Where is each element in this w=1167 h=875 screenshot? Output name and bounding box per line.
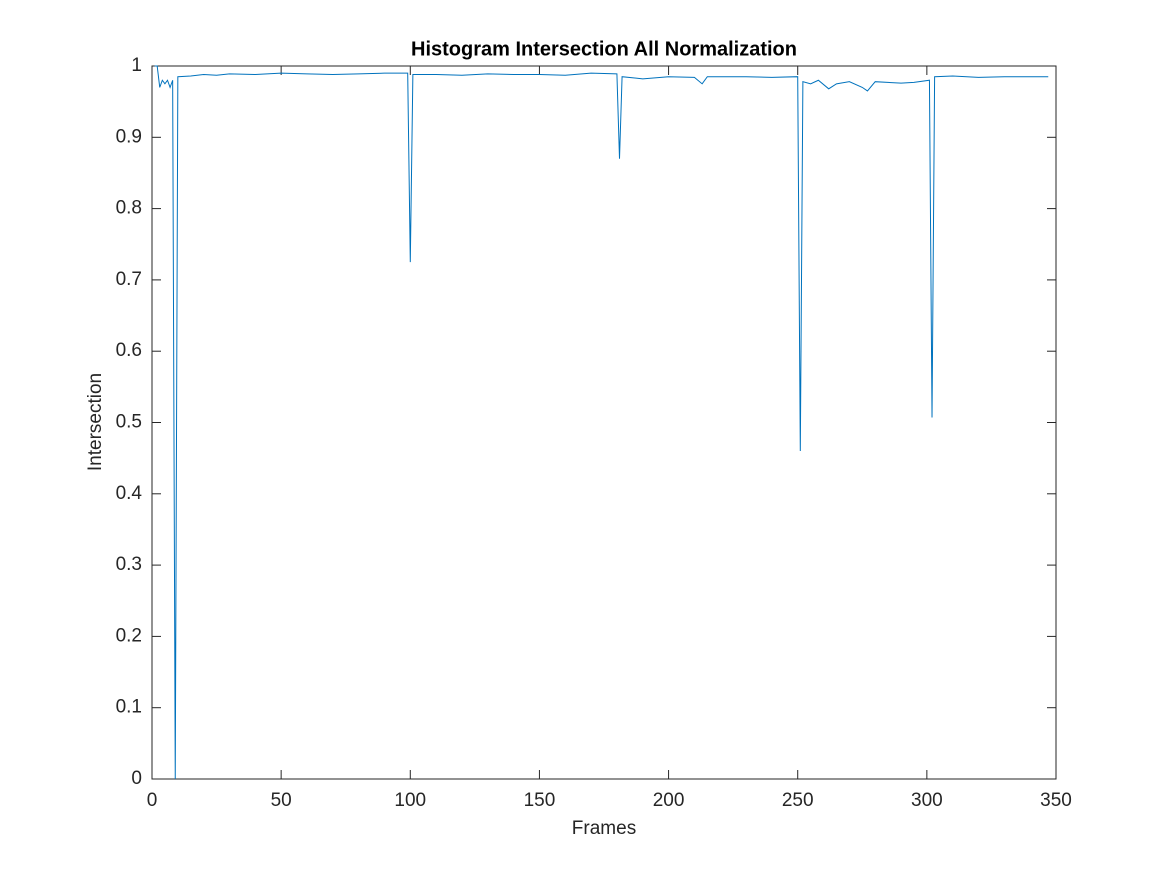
y-tick-label: 0 xyxy=(131,768,142,789)
y-tick-label: 0.2 xyxy=(116,625,142,646)
y-tick-label: 0.3 xyxy=(116,554,142,575)
y-tick-label: 0.7 xyxy=(116,269,142,290)
x-tick-label: 50 xyxy=(271,790,292,811)
x-tick-label: 150 xyxy=(524,790,556,811)
y-tick-label: 0.4 xyxy=(116,483,143,504)
data-line xyxy=(154,65,1049,780)
y-tick-label: 0.8 xyxy=(116,198,142,219)
x-tick-label: 0 xyxy=(147,790,158,811)
x-axis-label: Frames xyxy=(572,818,636,839)
y-tick-label: 0.6 xyxy=(116,340,142,361)
x-tick-label: 250 xyxy=(782,790,814,811)
x-tick-label: 200 xyxy=(653,790,685,811)
x-tick-label: 100 xyxy=(394,790,426,811)
x-tick-label: 350 xyxy=(1040,790,1072,811)
y-tick-label: 0.1 xyxy=(116,697,142,718)
x-tick-label: 300 xyxy=(911,790,943,811)
y-tick-label: 0.9 xyxy=(116,126,142,147)
y-tick-label: 0.5 xyxy=(116,412,142,433)
y-tick-label: 1 xyxy=(131,55,142,76)
axes-box xyxy=(151,65,1057,780)
y-axis-label: Intersection xyxy=(85,373,106,471)
chart-title: Histogram Intersection All Normalization xyxy=(411,38,797,60)
